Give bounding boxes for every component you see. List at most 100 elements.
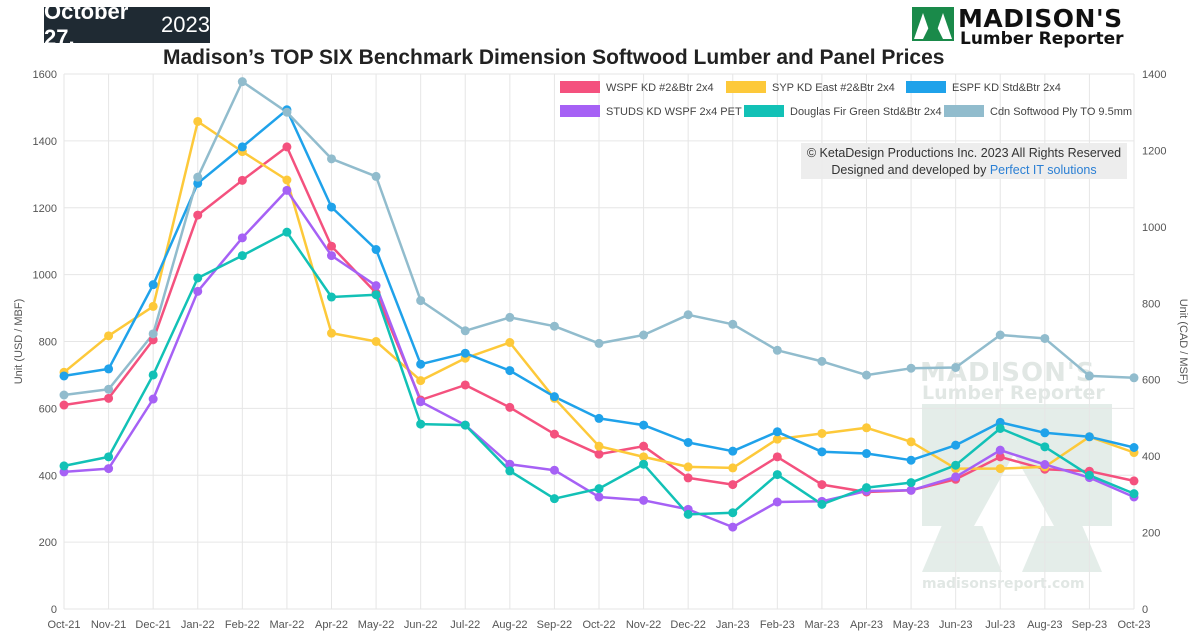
data-point bbox=[772, 345, 782, 355]
data-point bbox=[549, 429, 559, 439]
data-point bbox=[1040, 460, 1050, 470]
data-point bbox=[951, 472, 961, 482]
data-point bbox=[639, 441, 649, 451]
data-point bbox=[505, 466, 515, 476]
x-tick-label: Mar-22 bbox=[269, 619, 304, 631]
y-tick-left: 600 bbox=[39, 403, 57, 415]
data-point bbox=[594, 484, 604, 494]
developer-prefix: Designed and developed by bbox=[831, 163, 987, 177]
data-point bbox=[416, 397, 426, 407]
logo-subtitle: Lumber Reporter bbox=[960, 29, 1124, 49]
data-point bbox=[193, 210, 203, 220]
data-point bbox=[1129, 442, 1139, 452]
data-point bbox=[282, 175, 292, 185]
data-point bbox=[505, 402, 515, 412]
legend-swatch bbox=[906, 81, 946, 93]
data-point bbox=[193, 172, 203, 182]
x-tick-label: Nov-21 bbox=[91, 619, 126, 631]
data-point bbox=[148, 370, 158, 380]
copyright-text: © KetaDesign Productions Inc. 2023 All R… bbox=[806, 146, 1122, 160]
data-point bbox=[906, 363, 916, 373]
data-point bbox=[371, 337, 381, 346]
data-point bbox=[683, 473, 693, 483]
data-point bbox=[995, 330, 1005, 340]
data-point bbox=[1084, 432, 1094, 442]
data-point bbox=[237, 233, 247, 243]
legend-label: ESPF KD Std&Btr 2x4 bbox=[952, 82, 1061, 94]
data-point bbox=[594, 413, 604, 423]
legend-label: STUDS KD WSPF 2x4 PET bbox=[606, 106, 742, 118]
data-point bbox=[59, 390, 69, 400]
data-point bbox=[104, 393, 114, 403]
data-point bbox=[728, 463, 738, 473]
legend-label: SYP KD East #2&Btr 2x4 bbox=[772, 82, 895, 94]
legend-label: WSPF KD #2&Btr 2x4 bbox=[606, 82, 714, 94]
date-badge: October 27, 2023 bbox=[44, 0, 210, 50]
data-point bbox=[772, 452, 782, 462]
data-point bbox=[1040, 442, 1050, 452]
data-point bbox=[505, 366, 515, 376]
data-point bbox=[416, 419, 426, 429]
watermark-name: MADISON'S bbox=[920, 358, 1096, 388]
data-point bbox=[371, 171, 381, 181]
x-tick-label: Jan-23 bbox=[716, 619, 750, 631]
data-point bbox=[327, 154, 336, 164]
data-point bbox=[995, 423, 1005, 433]
data-point bbox=[817, 499, 827, 509]
data-point bbox=[59, 461, 69, 471]
data-point bbox=[906, 485, 916, 495]
x-tick-label: Dec-22 bbox=[670, 619, 705, 631]
x-tick-label: Jan-22 bbox=[181, 619, 215, 631]
data-point bbox=[728, 508, 738, 518]
data-point bbox=[193, 116, 203, 126]
y-tick-left: 0 bbox=[51, 604, 57, 616]
chart-title: Madison’s TOP SIX Benchmark Dimension So… bbox=[163, 46, 945, 69]
data-point bbox=[148, 329, 158, 339]
date-year: 2023 bbox=[161, 12, 210, 37]
data-point bbox=[639, 452, 649, 462]
legend-label: Cdn Softwood Ply TO 9.5mm bbox=[990, 106, 1132, 118]
y-tick-left: 1600 bbox=[33, 69, 57, 81]
data-point bbox=[327, 251, 336, 261]
data-point bbox=[728, 522, 738, 532]
data-point bbox=[728, 480, 738, 490]
data-point bbox=[237, 251, 247, 261]
data-point bbox=[505, 338, 515, 348]
y-tick-right: 600 bbox=[1142, 375, 1160, 387]
x-tick-label: Oct-23 bbox=[1117, 619, 1150, 631]
data-point bbox=[906, 455, 916, 465]
developer-link[interactable]: Perfect IT solutions bbox=[989, 163, 1097, 177]
y-tick-left: 800 bbox=[39, 337, 57, 349]
data-point bbox=[639, 495, 649, 505]
data-point bbox=[549, 465, 559, 475]
data-point bbox=[772, 470, 782, 480]
data-point bbox=[59, 400, 69, 410]
y-tick-right: 0 bbox=[1142, 604, 1148, 616]
x-tick-label: Sep-23 bbox=[1072, 619, 1107, 631]
data-point bbox=[282, 227, 292, 237]
data-point bbox=[549, 321, 559, 331]
data-point bbox=[683, 310, 693, 320]
data-point bbox=[862, 483, 871, 493]
data-point bbox=[59, 371, 69, 381]
x-tick-label: Oct-21 bbox=[47, 619, 80, 631]
data-point bbox=[995, 464, 1005, 474]
data-point bbox=[148, 301, 158, 311]
x-tick-label: May-22 bbox=[358, 619, 395, 631]
data-point bbox=[728, 319, 738, 329]
data-point bbox=[639, 459, 649, 469]
y-tick-right: 800 bbox=[1142, 298, 1160, 310]
data-point bbox=[327, 202, 336, 212]
logo-name: MADISON'S bbox=[958, 4, 1123, 33]
x-tick-label: Jun-22 bbox=[404, 619, 438, 631]
logo-mountains-icon bbox=[912, 7, 954, 41]
x-tick-label: Dec-21 bbox=[135, 619, 170, 631]
data-point bbox=[549, 494, 559, 504]
y-tick-left: 200 bbox=[39, 537, 57, 549]
data-point bbox=[817, 447, 827, 457]
x-tick-label: Jun-23 bbox=[939, 619, 973, 631]
data-point bbox=[594, 492, 604, 502]
data-point bbox=[995, 452, 1005, 462]
data-point bbox=[683, 437, 693, 447]
data-point bbox=[906, 478, 916, 488]
